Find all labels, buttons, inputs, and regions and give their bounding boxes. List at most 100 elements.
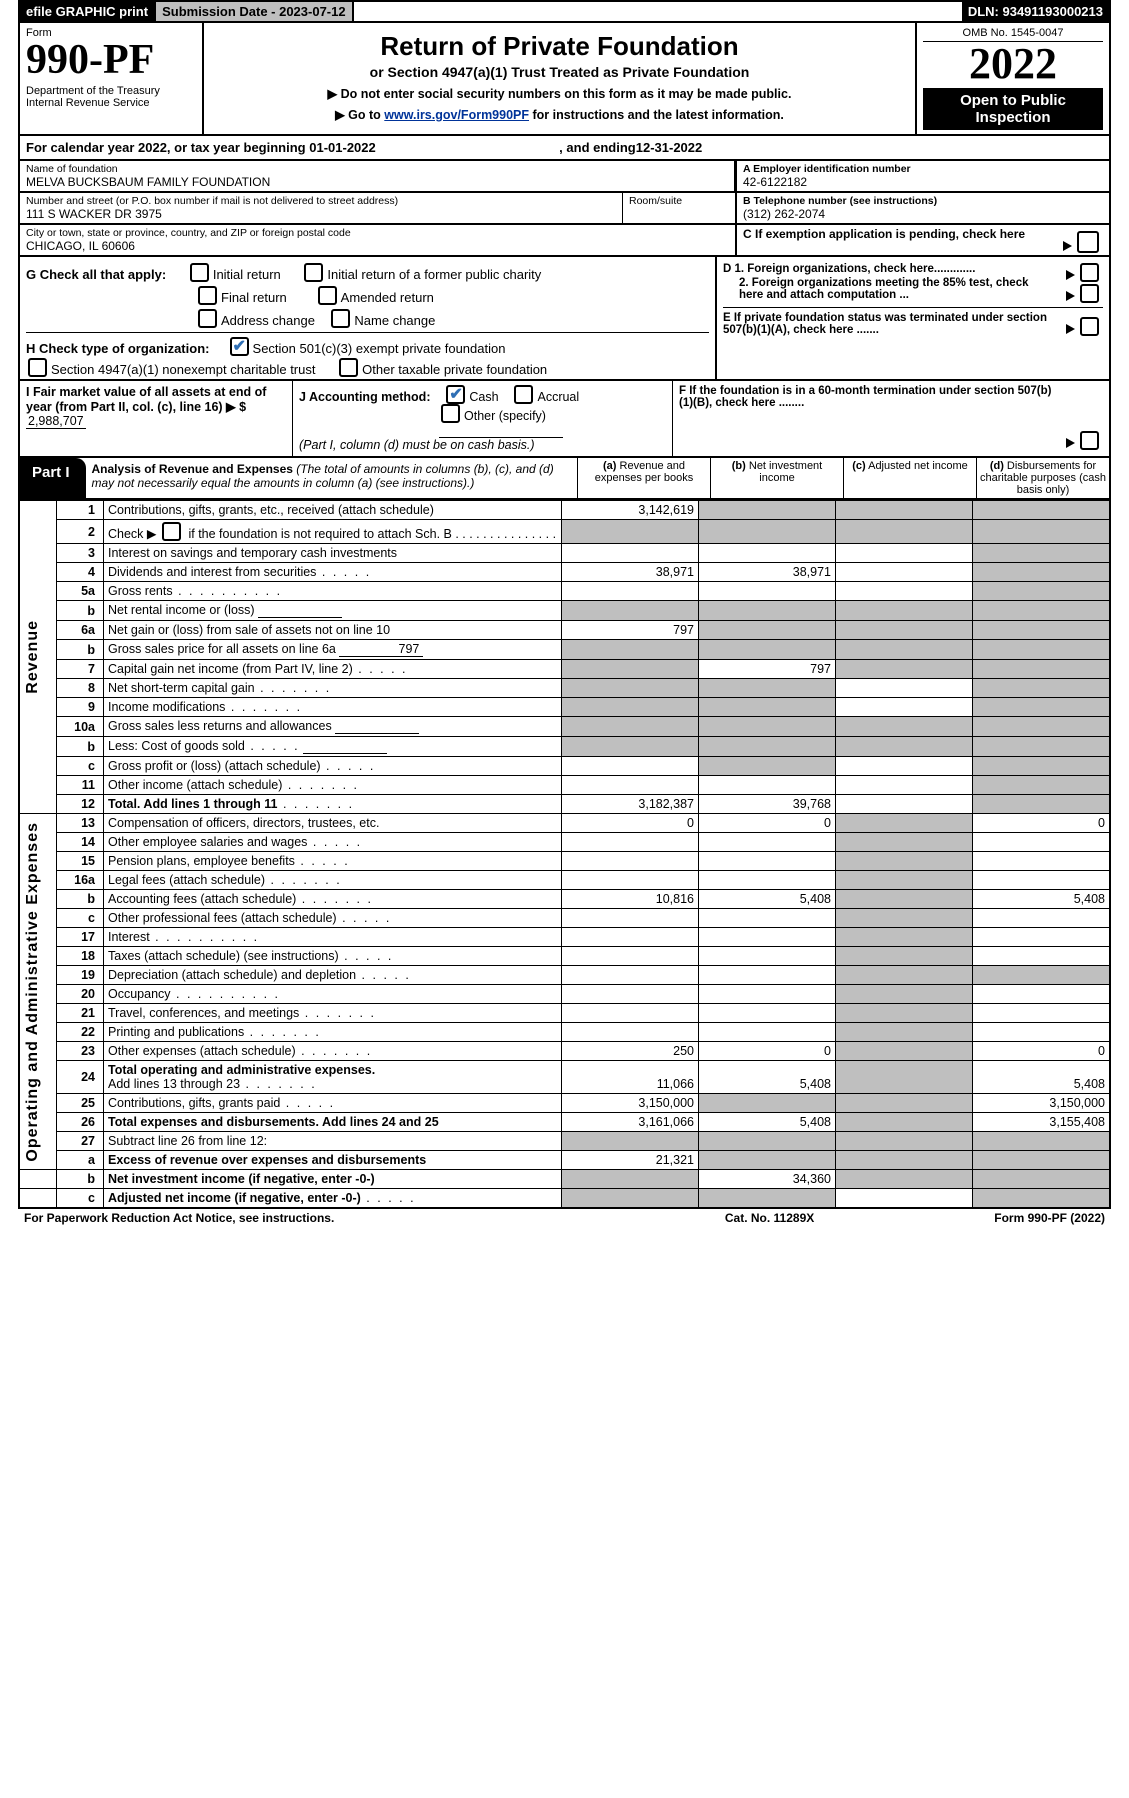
col-c-header: (c) Adjusted net income: [843, 458, 976, 498]
row-num: 23: [57, 1042, 104, 1061]
part1-table: Revenue 1 Contributions, gifts, grants, …: [18, 500, 1111, 1209]
h-other-cb[interactable]: [339, 358, 358, 377]
r27a-a: 21,321: [562, 1151, 699, 1170]
row-27a-label: Excess of revenue over expenses and disb…: [104, 1151, 562, 1170]
f-checkbox[interactable]: [1080, 431, 1099, 450]
h-opt-2: Section 4947(a)(1) nonexempt charitable …: [51, 362, 315, 377]
g-opt-5: Address change: [221, 313, 315, 328]
row-23-label: Other expenses (attach schedule): [104, 1042, 562, 1061]
row-num: 7: [57, 660, 104, 679]
row-num: 4: [57, 563, 104, 582]
row-10b-label: Less: Cost of goods sold: [104, 737, 562, 757]
arrow-icon: [1066, 291, 1075, 301]
r12-b: 39,768: [699, 795, 836, 814]
arrow-icon: [1066, 324, 1075, 334]
r4-a: 38,971: [562, 563, 699, 582]
r1-a: 3,142,619: [562, 501, 699, 520]
calendar-year-line: For calendar year 2022, or tax year begi…: [18, 136, 1111, 161]
j-accrual: Accrual: [537, 390, 579, 404]
h-501c3-cb[interactable]: ✔: [230, 337, 249, 356]
row-5a-label: Gross rents: [104, 582, 562, 601]
g-initial-former-cb[interactable]: [304, 263, 323, 282]
g-address-change-cb[interactable]: [198, 309, 217, 328]
row-num: 8: [57, 679, 104, 698]
j-cash-cb[interactable]: ✔: [446, 385, 465, 404]
r16b-a: 10,816: [562, 890, 699, 909]
row-num: 22: [57, 1023, 104, 1042]
row-num: c: [57, 757, 104, 776]
ein-label: A Employer identification number: [743, 163, 1103, 175]
r5b-inline: [258, 603, 342, 618]
row-num: b: [57, 640, 104, 660]
form-link[interactable]: www.irs.gov/Form990PF: [384, 108, 529, 122]
d2-checkbox[interactable]: [1080, 284, 1099, 303]
room-label: Room/suite: [629, 195, 729, 207]
c-checkbox[interactable]: [1077, 231, 1099, 253]
j-other: Other (specify): [464, 409, 546, 423]
sch-b-checkbox[interactable]: [162, 522, 181, 541]
row-num: 11: [57, 776, 104, 795]
d1-label: D 1. Foreign organizations, check here..…: [723, 263, 975, 275]
row-num: b: [57, 890, 104, 909]
r6a-a: 797: [562, 621, 699, 640]
dln: DLN: 93491193000213: [962, 2, 1109, 21]
cell-grey: [836, 501, 973, 520]
row-11-label: Other income (attach schedule): [104, 776, 562, 795]
cy-mid: , and ending: [376, 140, 636, 155]
row-num: 6a: [57, 621, 104, 640]
row-16c-label: Other professional fees (attach schedule…: [104, 909, 562, 928]
phone-value: (312) 262-2074: [743, 207, 1103, 221]
row-24-label: Total operating and administrative expen…: [104, 1061, 562, 1094]
ein-value: 42-6122182: [743, 175, 1103, 189]
row-6a-label: Net gain or (loss) from sale of assets n…: [104, 621, 562, 640]
row-17-label: Interest: [104, 928, 562, 947]
dept-2: Internal Revenue Service: [26, 97, 196, 109]
g-amended-cb[interactable]: [318, 286, 337, 305]
row-num: 18: [57, 947, 104, 966]
r24-b: 5,408: [699, 1061, 836, 1094]
warn-line-2: ▶ Go to www.irs.gov/Form990PF for instru…: [210, 107, 909, 122]
r4-b: 38,971: [699, 563, 836, 582]
j-note: (Part I, column (d) must be on cash basi…: [299, 438, 666, 452]
j-accrual-cb[interactable]: [514, 385, 533, 404]
h-4947-cb[interactable]: [28, 358, 47, 377]
g-opt-3: Final return: [221, 290, 287, 305]
row-10a-label: Gross sales less returns and allowances: [104, 717, 562, 737]
g-d-row: G Check all that apply: Initial return I…: [18, 257, 1111, 381]
efile-btn[interactable]: efile GRAPHIC print: [20, 2, 156, 21]
row-num: c: [57, 1189, 104, 1209]
form-subtitle: or Section 4947(a)(1) Trust Treated as P…: [210, 64, 909, 80]
row-15-label: Pension plans, employee benefits: [104, 852, 562, 871]
ident-row-3: City or town, state or province, country…: [18, 225, 1111, 257]
g-initial-return-cb[interactable]: [190, 263, 209, 282]
row-num: b: [57, 1170, 104, 1189]
j-other-cb[interactable]: [441, 404, 460, 423]
footer-left: For Paperwork Reduction Act Notice, see …: [24, 1211, 334, 1225]
row-18-label: Taxes (attach schedule) (see instruction…: [104, 947, 562, 966]
r27b-b: 34,360: [699, 1170, 836, 1189]
row-num: 15: [57, 852, 104, 871]
r24-d: 5,408: [973, 1061, 1111, 1094]
i-j-f-row: I Fair market value of all assets at end…: [18, 381, 1111, 458]
g-opt-2: Initial return of a former public charit…: [327, 267, 541, 282]
revenue-side-label: Revenue: [24, 620, 42, 694]
row-num: 26: [57, 1113, 104, 1132]
part1-desc: Analysis of Revenue and Expenses (The to…: [86, 458, 577, 498]
row-27b-label: Net investment income (if negative, ente…: [104, 1170, 562, 1189]
j-other-line: [439, 423, 563, 438]
r10b-inline: [303, 739, 387, 754]
row-num: 3: [57, 544, 104, 563]
g-final-return-cb[interactable]: [198, 286, 217, 305]
row-num: 20: [57, 985, 104, 1004]
e-checkbox[interactable]: [1080, 317, 1099, 336]
r16b-b: 5,408: [699, 890, 836, 909]
g-name-change-cb[interactable]: [331, 309, 350, 328]
r13-a: 0: [562, 814, 699, 833]
row-1-label: Contributions, gifts, grants, etc., rece…: [104, 501, 562, 520]
row-num: b: [57, 601, 104, 621]
city-value: CHICAGO, IL 60606: [26, 239, 729, 253]
row-num: 14: [57, 833, 104, 852]
addr-value: 111 S WACKER DR 3975: [26, 207, 616, 221]
r26-a: 3,161,066: [562, 1113, 699, 1132]
open-to-public: Open to Public Inspection: [923, 88, 1103, 130]
